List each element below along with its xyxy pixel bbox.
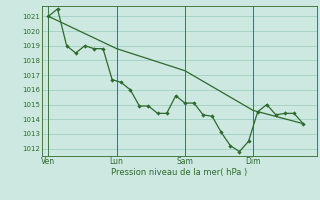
X-axis label: Pression niveau de la mer( hPa ): Pression niveau de la mer( hPa ) <box>111 168 247 177</box>
